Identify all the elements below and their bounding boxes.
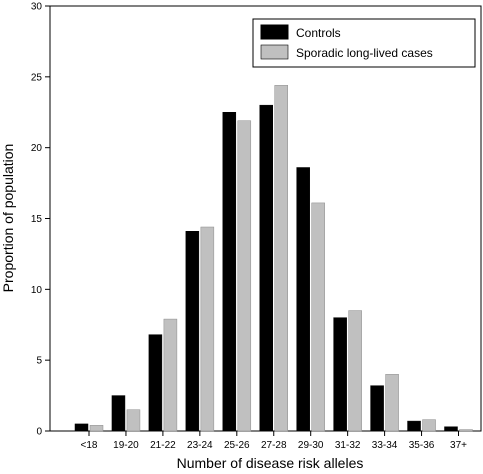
x-tick-label: 23-24 xyxy=(187,440,213,451)
legend: Controls Sporadic long-lived cases xyxy=(252,18,476,68)
legend-box xyxy=(252,18,476,68)
x-tick-label: 33-34 xyxy=(372,440,398,451)
bars-group xyxy=(74,85,473,432)
bar-cases xyxy=(385,374,399,432)
x-tick-label: <18 xyxy=(81,440,98,451)
legend-label-cases: Sporadic long-lived cases xyxy=(296,46,433,60)
bar-cases xyxy=(200,226,215,432)
bar-cases xyxy=(163,318,178,432)
bar-controls xyxy=(185,231,200,432)
y-axis-title: Proportion of population xyxy=(0,144,16,293)
x-tick-label: 35-36 xyxy=(409,440,435,451)
y-tick-label: 10 xyxy=(31,285,43,296)
bar-controls xyxy=(407,420,421,432)
y-tick-label: 0 xyxy=(36,427,42,438)
bar-controls xyxy=(296,167,310,432)
x-tick-label: 29-30 xyxy=(298,440,324,451)
bar-controls xyxy=(222,112,237,432)
x-tick-label: 37+ xyxy=(450,440,467,451)
legend-label-controls: Controls xyxy=(296,26,341,40)
bar-controls xyxy=(148,334,163,432)
y-tick-label: 5 xyxy=(36,356,42,367)
bar-controls xyxy=(74,423,89,432)
bar-cases xyxy=(126,409,141,432)
x-tick-label: 25-26 xyxy=(224,440,250,451)
x-tick-label: 27-28 xyxy=(261,440,287,451)
x-tick-label: 31-32 xyxy=(335,440,361,451)
bar-controls xyxy=(259,104,273,432)
x-tick-label: 21-22 xyxy=(150,440,176,451)
legend-swatch-cases xyxy=(260,44,289,60)
y-tick-label: 30 xyxy=(31,2,43,13)
x-axis-title: Number of disease risk alleles xyxy=(177,455,364,471)
bar-controls xyxy=(333,317,347,432)
bar-cases xyxy=(422,419,436,432)
bar-controls xyxy=(370,385,384,432)
bar-cases xyxy=(274,85,288,432)
y-tick-label: 20 xyxy=(31,143,43,154)
bar-cases xyxy=(311,202,325,432)
y-tick-label: 15 xyxy=(31,214,43,225)
y-tick-label: 25 xyxy=(31,72,43,83)
bar-cases xyxy=(237,120,252,432)
bar-controls xyxy=(444,426,458,432)
bar-cases xyxy=(459,429,473,432)
x-axis-ticks: <18 19-20 21-22 23-24 25-26 27-28 29-30 31-32 33… xyxy=(81,431,467,451)
x-tick-label: 19-20 xyxy=(113,440,139,451)
bar-controls xyxy=(111,395,126,432)
legend-swatch-controls xyxy=(260,24,289,40)
bar-cases xyxy=(348,310,362,432)
bar-cases xyxy=(89,425,104,432)
y-axis-ticks: 0 5 10 15 20 25 30 xyxy=(31,2,50,438)
